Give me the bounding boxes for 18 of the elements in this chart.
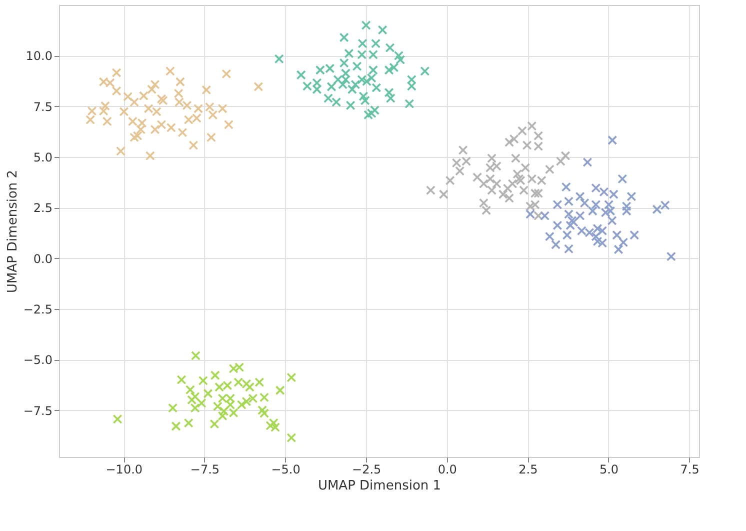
x-tick-label: −10.0 [106,462,143,476]
x-tick-label: −5.0 [271,462,300,476]
x-tick-label: −7.5 [190,462,220,476]
x-tick-label: 0.0 [438,462,457,476]
x-axis-title: UMAP Dimension 1 [318,478,442,494]
y-tick-label: 10.0 [26,49,52,64]
x-tick-label: −2.5 [352,462,382,476]
y-tick-label: 5.0 [33,150,52,165]
y-tick-label: −7.5 [23,404,52,418]
y-tick-label: 0.0 [33,252,52,266]
y-tick-label: −2.5 [23,302,52,317]
x-tick-label: 2.5 [518,462,538,476]
y-tick-label: 7.5 [33,100,52,114]
y-axis-title: UMAP Dimension 2 [5,170,20,294]
y-tick-label: −5.0 [23,353,52,368]
y-tick-label: 2.5 [33,201,52,216]
x-tick-label: 5.0 [599,462,619,476]
x-tick-label: 7.5 [680,462,700,476]
